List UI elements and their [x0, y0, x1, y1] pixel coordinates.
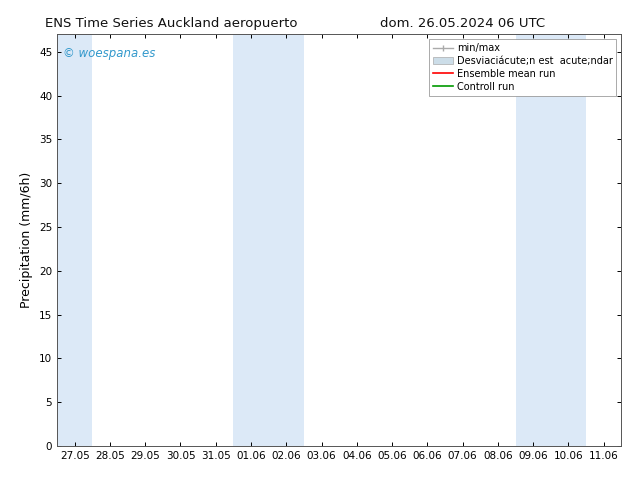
Bar: [233, 34, 304, 446]
Bar: [57, 34, 93, 446]
Text: © woespana.es: © woespana.es: [63, 47, 155, 60]
Y-axis label: Precipitation (mm/6h): Precipitation (mm/6h): [20, 172, 34, 308]
Text: dom. 26.05.2024 06 UTC: dom. 26.05.2024 06 UTC: [380, 17, 545, 30]
Bar: [515, 34, 586, 446]
Legend: min/max, Desviaciácute;n est  acute;ndar, Ensemble mean run, Controll run: min/max, Desviaciácute;n est acute;ndar,…: [429, 39, 616, 96]
Text: ENS Time Series Auckland aeropuerto: ENS Time Series Auckland aeropuerto: [45, 17, 297, 30]
